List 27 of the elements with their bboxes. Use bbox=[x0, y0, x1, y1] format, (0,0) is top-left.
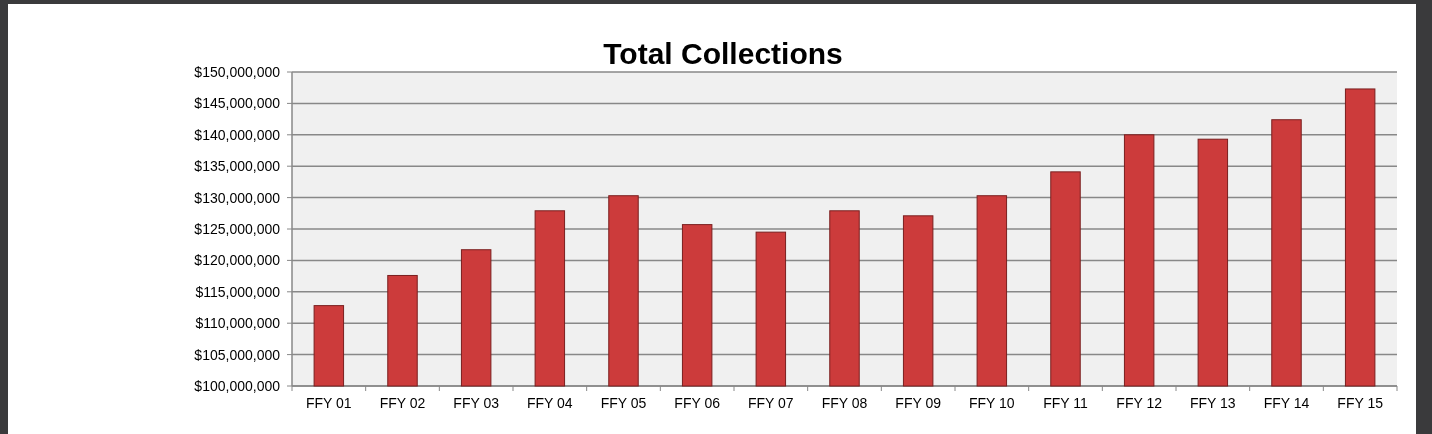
x-tick-label: FFY 08 bbox=[821, 395, 868, 411]
x-tick-label: FFY 09 bbox=[895, 395, 942, 411]
x-tick-label: FFY 03 bbox=[453, 395, 500, 411]
x-tick-label: FFY 12 bbox=[1116, 395, 1163, 411]
x-tick-label: FFY 15 bbox=[1337, 395, 1384, 411]
x-tick-label: FFY 14 bbox=[1263, 395, 1310, 411]
y-tick-label: $115,000,000 bbox=[195, 283, 281, 300]
y-tick-label: $145,000,000 bbox=[194, 95, 281, 112]
x-tick-label: FFY 13 bbox=[1190, 395, 1236, 411]
x-tick-label: FFY 07 bbox=[748, 395, 794, 411]
x-tick-label: FFY 02 bbox=[379, 395, 426, 411]
x-tick-label: FFY 06 bbox=[674, 395, 721, 411]
y-tick-label: $125,000,000 bbox=[194, 220, 281, 237]
x-tick-label: FFY 11 bbox=[1043, 395, 1089, 411]
y-tick-label: $105,000,000 bbox=[194, 346, 281, 363]
x-tick-label: FFY 10 bbox=[969, 395, 1015, 411]
y-tick-label: $120,000,000 bbox=[194, 252, 281, 269]
y-tick-label: $135,000,000 bbox=[194, 158, 281, 175]
y-tick-label: $100,000,000 bbox=[194, 377, 281, 394]
x-tick-label: FFY 01 bbox=[306, 395, 352, 411]
y-tick-label: $110,000,000 bbox=[195, 315, 281, 332]
y-tick-label: $150,000,000 bbox=[194, 63, 281, 80]
y-tick-label: $140,000,000 bbox=[194, 126, 281, 143]
x-tick-label: FFY 05 bbox=[600, 395, 647, 411]
y-tick-label: $130,000,000 bbox=[194, 189, 281, 206]
x-tick-label: FFY 04 bbox=[527, 395, 573, 411]
chart-title: Total Collections bbox=[603, 37, 843, 70]
